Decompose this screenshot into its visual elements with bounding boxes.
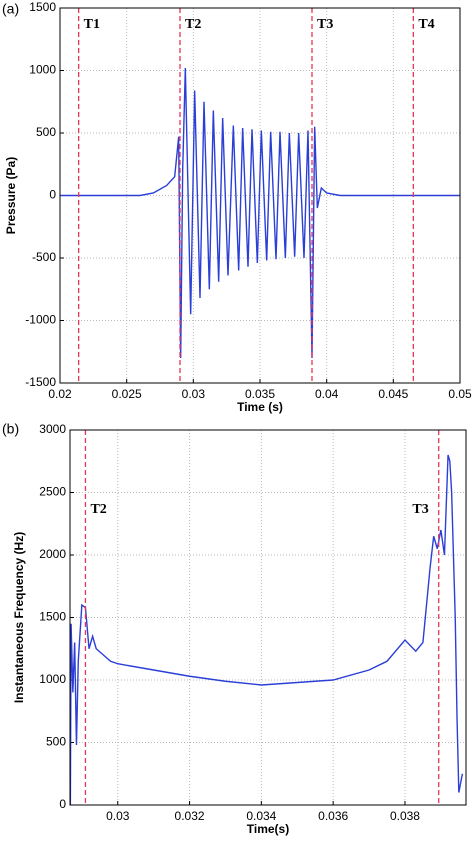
x-tick-label: 0.034 — [246, 809, 276, 823]
y-tick-label: 1000 — [39, 672, 66, 686]
x-tick-label: 0.05 — [448, 387, 472, 401]
axes-frame — [69, 429, 467, 806]
series-line — [60, 67, 460, 359]
event-label: T3 — [317, 17, 333, 32]
y-tick-label: 0 — [49, 188, 56, 202]
y-axis-label: Pressure (Pa) — [4, 157, 18, 234]
x-axis-label: Time (s) — [237, 400, 283, 414]
y-tick-label: -500 — [32, 250, 56, 264]
panel-label: (b) — [2, 421, 19, 437]
y-tick-label: 3000 — [39, 422, 66, 436]
x-axis-label: Time(s) — [247, 822, 289, 836]
y-tick-label: 0 — [59, 797, 66, 811]
y-tick-label: -1500 — [25, 375, 56, 389]
y-tick-label: 500 — [46, 735, 66, 749]
y-tick-label: 2000 — [39, 547, 66, 561]
y-tick-label: 1500 — [39, 610, 66, 624]
y-tick-label: 2500 — [39, 485, 66, 499]
y-tick-label: 1000 — [29, 63, 56, 77]
event-label: T2 — [185, 17, 201, 32]
y-axis-label: Instantaneous Frequency (Hz) — [12, 532, 26, 703]
x-tick-label: 0.032 — [175, 809, 205, 823]
panel-label: (a) — [2, 1, 19, 17]
event-label: T1 — [84, 17, 100, 32]
event-label: T3 — [412, 502, 428, 517]
y-tick-label: 1500 — [29, 0, 56, 14]
y-tick-label: -1000 — [25, 313, 56, 327]
axes-frame — [59, 7, 461, 384]
x-tick-label: 0.035 — [245, 387, 275, 401]
x-tick-label: 0.04 — [315, 387, 339, 401]
x-tick-label: 0.038 — [390, 809, 420, 823]
event-label: T4 — [418, 17, 434, 32]
x-tick-label: 0.02 — [48, 387, 72, 401]
y-tick-label: 500 — [36, 125, 56, 139]
x-tick-label: 0.025 — [112, 387, 142, 401]
series-line — [69, 454, 464, 806]
x-tick-label: 0.045 — [378, 387, 408, 401]
x-tick-label: 0.036 — [318, 809, 348, 823]
x-tick-label: 0.03 — [182, 387, 206, 401]
event-label: T2 — [90, 502, 106, 517]
x-tick-label: 0.03 — [106, 809, 130, 823]
